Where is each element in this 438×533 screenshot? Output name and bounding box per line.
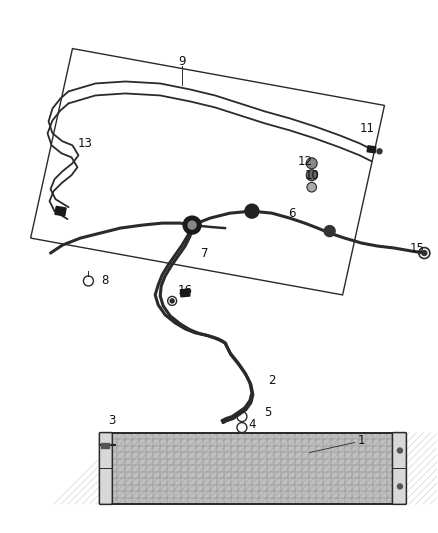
Circle shape [306,169,317,181]
Text: 2: 2 [268,374,276,387]
Bar [367,146,376,153]
Circle shape [188,221,196,229]
Circle shape [324,225,335,237]
Text: 1: 1 [358,434,365,447]
Text: 12: 12 [297,155,312,168]
Bar [180,289,190,297]
Circle shape [245,204,259,218]
Text: 6: 6 [288,207,296,220]
Circle shape [397,484,403,489]
Text: 16: 16 [177,285,193,297]
Bar [110,433,395,504]
Text: 3: 3 [109,414,116,427]
Circle shape [397,448,403,453]
Circle shape [307,182,317,192]
FancyBboxPatch shape [99,433,112,504]
Text: 4: 4 [248,418,256,431]
Bar [101,442,110,448]
Text: 8: 8 [102,274,109,287]
Bar [110,433,395,504]
Circle shape [422,251,427,255]
Text: 11: 11 [360,122,375,135]
Text: 5: 5 [264,406,272,419]
Text: 10: 10 [304,169,319,182]
Text: 15: 15 [410,241,425,255]
Text: 7: 7 [201,247,209,260]
Circle shape [170,299,174,303]
Bar [55,206,66,216]
Circle shape [183,216,201,234]
Text: 13: 13 [78,137,93,150]
Circle shape [377,149,382,154]
Circle shape [306,158,317,169]
FancyBboxPatch shape [392,433,406,504]
Text: 9: 9 [178,55,186,68]
